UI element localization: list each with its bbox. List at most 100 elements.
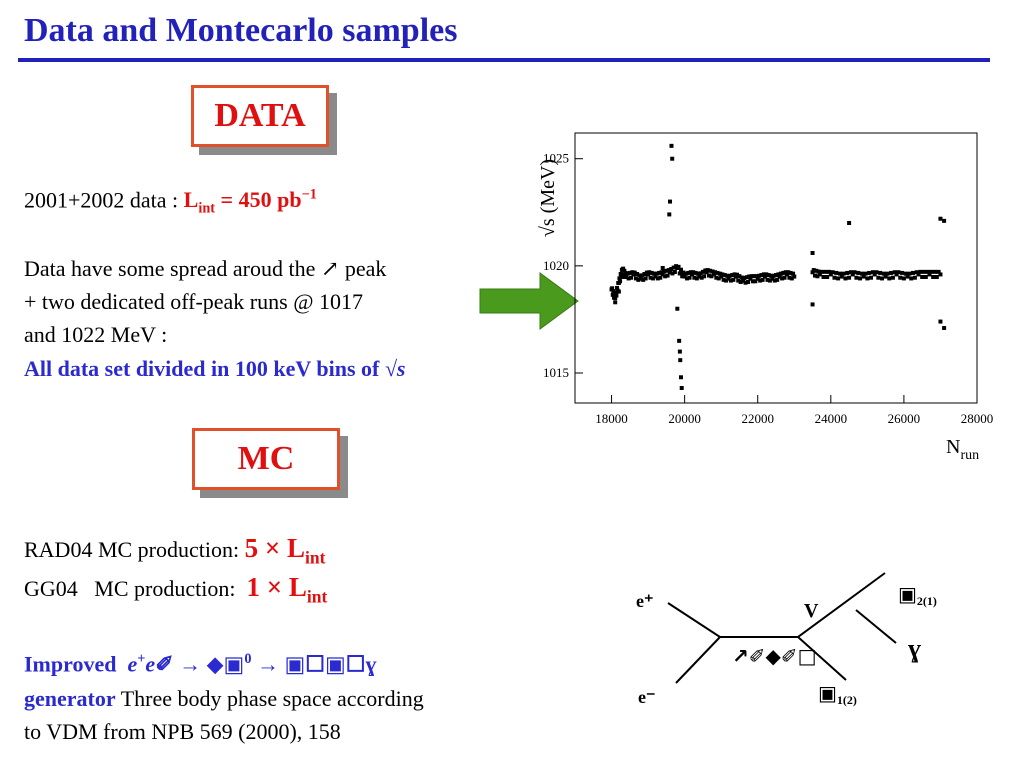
band-point — [629, 275, 634, 280]
band-point — [741, 278, 746, 283]
band-point — [936, 269, 941, 274]
data-luminosity-line: 2001+2002 data : Lint = 450 pb−1 — [24, 187, 317, 218]
band-point — [625, 271, 630, 276]
band-point — [852, 270, 857, 275]
band-point — [810, 270, 815, 275]
y-tick-label: 1020 — [543, 258, 569, 273]
band-point — [697, 274, 702, 279]
outlier-point — [678, 375, 683, 380]
band-point — [847, 275, 852, 280]
band-point — [630, 270, 635, 275]
gamma-label: ɣ — [908, 634, 921, 663]
band-point — [614, 293, 619, 298]
band-point — [648, 275, 653, 280]
band-point — [885, 271, 890, 276]
band-point — [694, 276, 699, 281]
band-point — [859, 271, 864, 276]
band-point — [819, 269, 824, 274]
band-point — [671, 265, 676, 270]
band-point — [700, 269, 705, 274]
band-point — [856, 270, 861, 275]
band-point — [816, 269, 821, 274]
band-point — [911, 270, 916, 275]
lint-symbol: Lint = 450 pb−1 — [183, 187, 317, 217]
outlier-point — [942, 218, 947, 223]
band-point — [938, 272, 943, 277]
band-point — [778, 271, 783, 276]
band-point — [825, 275, 830, 279]
x-tick-label: 24000 — [815, 411, 848, 426]
phi-symbol: ↗ — [320, 256, 340, 281]
outlier-point — [667, 212, 672, 217]
band-point — [689, 272, 694, 277]
band-point — [615, 285, 620, 290]
band-point — [745, 280, 750, 284]
band-point — [658, 275, 663, 280]
improved-generator-line: Improved e+e✐ → ◆▣0 → ▣☐▣☐ɣ — [24, 651, 377, 677]
band-point — [707, 273, 711, 278]
band-point — [832, 275, 837, 280]
band-point — [918, 269, 923, 274]
band-point — [883, 274, 888, 279]
band-point — [874, 270, 879, 275]
rad04-line: RAD04 MC production: 5 × Lint — [24, 533, 326, 568]
outlier-point — [675, 306, 680, 311]
plot-frame — [574, 132, 978, 404]
band-point — [727, 273, 732, 278]
band-point — [714, 275, 719, 280]
band-point — [665, 273, 670, 278]
band-point — [780, 276, 785, 281]
band-point — [755, 276, 760, 281]
band-point — [647, 270, 652, 275]
y-tick-label: 1025 — [543, 151, 569, 166]
scatter-plot: 18000 20000 22000 24000 26000 28000 1015 1020 10… — [520, 128, 1010, 473]
band-point — [923, 275, 928, 279]
band-point — [765, 277, 770, 282]
band-point — [905, 274, 910, 279]
band-point — [890, 275, 895, 280]
band-point — [621, 266, 626, 271]
band-point — [661, 269, 666, 274]
band-point — [894, 272, 899, 277]
band-point — [636, 277, 641, 282]
band-point — [922, 269, 927, 274]
rad04-factor: 5 × Lint — [244, 533, 326, 568]
band-point — [789, 276, 794, 281]
data-box-label: DATA — [191, 85, 329, 147]
band-point — [613, 290, 618, 295]
outlier-point — [938, 319, 943, 324]
band-point — [927, 272, 932, 277]
band-point — [719, 274, 724, 279]
band-point — [758, 278, 763, 283]
band-point — [652, 271, 657, 276]
band-point — [776, 272, 781, 277]
band-point — [925, 269, 930, 274]
band-point — [788, 270, 793, 275]
band-point — [742, 275, 747, 280]
band-point — [716, 276, 721, 281]
band-point — [633, 276, 638, 281]
band-point — [683, 271, 688, 276]
band-point — [664, 268, 669, 273]
band-point — [618, 279, 623, 284]
y-axis-label: √s (MeV) — [537, 159, 559, 237]
band-point — [782, 275, 787, 280]
band-point — [637, 273, 642, 278]
gg04-line: GG04 MC production: 1 × Lint — [24, 572, 328, 607]
reaction-symbols: ✐ → ◆▣ — [155, 651, 245, 677]
outlier-point — [677, 338, 682, 343]
x-tick-label: 26000 — [888, 411, 921, 426]
band-point — [898, 275, 903, 280]
band-point — [876, 275, 881, 280]
band-point — [638, 276, 643, 281]
band-point — [649, 270, 654, 275]
band-point — [668, 270, 673, 275]
band-point — [747, 274, 752, 279]
band-point — [837, 271, 842, 276]
data-energy-line: and 1022 MeV : — [24, 322, 168, 347]
outlier-point — [660, 266, 665, 270]
band-point — [872, 272, 877, 277]
outlier-point — [670, 156, 675, 161]
band-point — [676, 264, 681, 269]
band-point — [619, 275, 624, 279]
